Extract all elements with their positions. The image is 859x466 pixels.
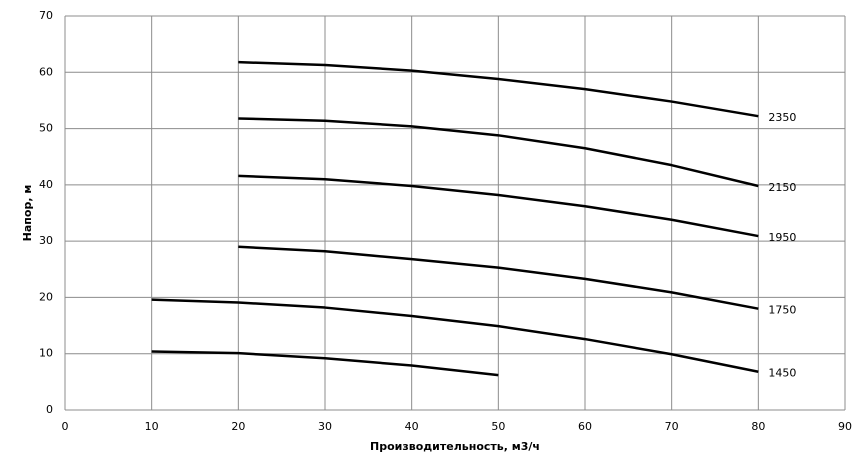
series-label: 1750 [768, 304, 796, 317]
x-tick-label: 80 [751, 420, 765, 433]
series-label: 2150 [768, 181, 796, 194]
x-tick-label: 50 [491, 420, 505, 433]
series-label: 1450 [768, 367, 796, 380]
series-label: 1950 [768, 231, 796, 244]
x-tick-label: 10 [145, 420, 159, 433]
x-tick-label: 40 [405, 420, 419, 433]
x-tick-label: 60 [578, 420, 592, 433]
series-line [238, 174, 759, 238]
x-tick-label: 0 [62, 420, 69, 433]
series-line [238, 245, 759, 310]
series-label: 2350 [768, 111, 796, 124]
x-tick-label: 70 [665, 420, 679, 433]
series-line [238, 117, 759, 188]
x-tick-label: 90 [838, 420, 852, 433]
series-line [151, 350, 499, 377]
series-line [151, 298, 759, 373]
y-tick-label: 30 [39, 234, 53, 247]
y-tick-label: 40 [39, 178, 53, 191]
x-tick-label: 20 [231, 420, 245, 433]
y-tick-label: 20 [39, 290, 53, 303]
y-tick-label: 0 [46, 403, 53, 416]
y-tick-label: 10 [39, 347, 53, 360]
y-axis-title: Напор, м [21, 185, 34, 242]
y-tick-label: 70 [39, 9, 53, 22]
y-tick-label: 50 [39, 122, 53, 135]
x-axis-title: Производительность, м3/ч [370, 440, 540, 453]
y-tick-label: 60 [39, 65, 53, 78]
series-line [238, 60, 759, 118]
x-tick-label: 30 [318, 420, 332, 433]
